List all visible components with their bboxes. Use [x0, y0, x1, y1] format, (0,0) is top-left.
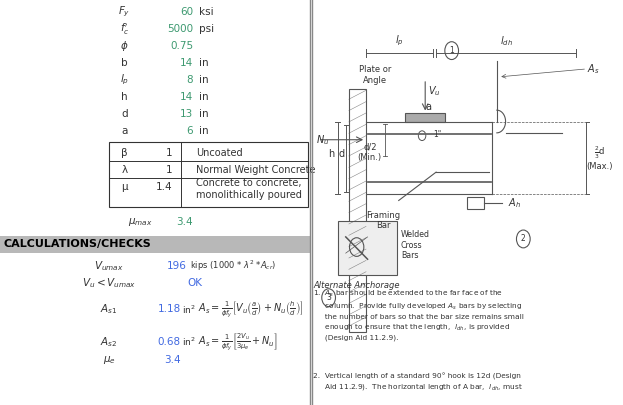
Text: $f_c'$: $f_c'$ — [120, 21, 130, 37]
Text: in: in — [199, 75, 209, 85]
Text: $N_u$: $N_u$ — [316, 133, 330, 147]
Text: d/2
(Min.): d/2 (Min.) — [358, 142, 382, 162]
Text: 8: 8 — [186, 75, 193, 85]
Bar — [0, 236, 310, 253]
Text: b: b — [121, 58, 128, 68]
Text: 13: 13 — [180, 109, 193, 119]
Text: d: d — [121, 109, 128, 119]
Text: a: a — [121, 126, 128, 136]
Text: $A_{s1}$: $A_{s1}$ — [100, 303, 118, 316]
Text: in$^2$: in$^2$ — [182, 336, 196, 348]
Text: 196: 196 — [167, 261, 187, 271]
Text: Framing
Bar: Framing Bar — [366, 211, 400, 230]
Text: OK: OK — [187, 278, 202, 288]
Text: $A_s$: $A_s$ — [587, 62, 600, 76]
Text: 0.68: 0.68 — [158, 337, 181, 347]
Text: a: a — [426, 102, 431, 112]
Text: $V_{umax}$: $V_{umax}$ — [94, 259, 124, 273]
Text: 1.4: 1.4 — [156, 182, 173, 192]
Text: 1.18: 1.18 — [158, 305, 181, 314]
Text: 3.4: 3.4 — [176, 217, 193, 226]
Text: h: h — [121, 92, 128, 102]
Text: 5000: 5000 — [167, 24, 193, 34]
Text: 1: 1 — [449, 46, 454, 55]
Text: in$^2$: in$^2$ — [182, 303, 196, 315]
Text: $F_y$: $F_y$ — [118, 5, 131, 19]
Text: 2.  Vertical length of a standard 90° hook is 12d (Design
     Aid 11.2.9).  The: 2. Vertical length of a standard 90° hoo… — [313, 373, 523, 392]
Text: in: in — [199, 126, 209, 136]
Text: psi: psi — [199, 24, 214, 34]
Text: $l_p$: $l_p$ — [120, 73, 129, 87]
Text: $A_s = \frac{1}{\phi f_y}\left[V_u\left(\frac{a}{d}\right)+N_u\left(\frac{h}{d}\: $A_s = \frac{1}{\phi f_y}\left[V_u\left(… — [198, 299, 303, 320]
Text: h: h — [328, 149, 334, 159]
Bar — [109, 142, 308, 207]
Text: $A_s = \frac{1}{\phi f_y}\left[\frac{2V_u}{3\mu_e}+N_u\right]$: $A_s = \frac{1}{\phi f_y}\left[\frac{2V_… — [198, 331, 278, 353]
Text: β: β — [121, 148, 128, 158]
Text: monolithically poured: monolithically poured — [196, 190, 302, 200]
Text: 14: 14 — [180, 58, 193, 68]
Text: in: in — [199, 109, 209, 119]
Text: CALCULATIONS/CHECKS: CALCULATIONS/CHECKS — [3, 239, 151, 249]
Text: $\frac{2}{3}$d
(Max.): $\frac{2}{3}$d (Max.) — [586, 145, 613, 171]
Text: in: in — [199, 58, 209, 68]
Text: ksi: ksi — [199, 7, 214, 17]
Text: Welded
Cross
Bars: Welded Cross Bars — [401, 230, 430, 260]
Text: Alternate Anchorage: Alternate Anchorage — [313, 281, 399, 290]
Text: $\mu_{max}$: $\mu_{max}$ — [128, 215, 153, 228]
Text: $l_{dh}$: $l_{dh}$ — [500, 34, 513, 48]
Text: in: in — [199, 92, 209, 102]
Text: 1.  $A_s$ bar should be extended to the far face of the
     column.  Provide fu: 1. $A_s$ bar should be extended to the f… — [313, 288, 524, 341]
Text: 3.4: 3.4 — [164, 355, 181, 365]
Text: 1": 1" — [433, 130, 441, 139]
Bar — [349, 89, 366, 332]
Text: $V_u$: $V_u$ — [429, 84, 441, 98]
Text: 1: 1 — [166, 165, 173, 175]
Text: $l_p$: $l_p$ — [395, 33, 404, 48]
Text: 2: 2 — [521, 234, 526, 243]
Text: kips (1000 * $\lambda^2$ *$A_{cr}$): kips (1000 * $\lambda^2$ *$A_{cr}$) — [190, 259, 276, 273]
Text: $A_{s2}$: $A_{s2}$ — [100, 335, 118, 349]
Text: Uncoated: Uncoated — [196, 148, 243, 158]
Text: 0.75: 0.75 — [170, 41, 193, 51]
Text: $V_u < V_{umax}$: $V_u < V_{umax}$ — [82, 276, 136, 290]
Text: μ: μ — [121, 182, 128, 192]
Text: 3: 3 — [326, 293, 331, 302]
Bar — [467, 197, 485, 209]
Text: Concrete to concrete,: Concrete to concrete, — [196, 178, 302, 188]
Text: 14: 14 — [180, 92, 193, 102]
Text: d: d — [338, 149, 344, 159]
Text: 1: 1 — [166, 148, 173, 158]
Text: Normal Weight Concrete: Normal Weight Concrete — [196, 165, 316, 175]
Bar — [338, 221, 397, 275]
Text: $\mu_e$: $\mu_e$ — [103, 354, 115, 366]
Text: $\phi$: $\phi$ — [120, 39, 129, 53]
Text: 60: 60 — [180, 7, 193, 17]
Text: 6: 6 — [186, 126, 193, 136]
Text: $A_h$: $A_h$ — [508, 196, 521, 210]
Text: Plate or
Angle: Plate or Angle — [359, 65, 391, 85]
Bar — [405, 113, 445, 121]
Text: λ: λ — [121, 165, 128, 175]
